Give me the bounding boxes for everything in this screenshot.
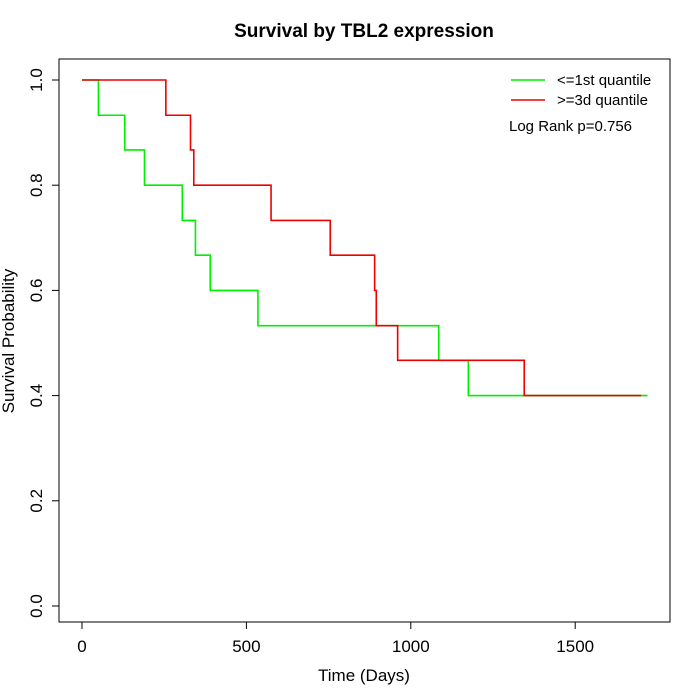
plot-frame bbox=[58, 58, 671, 623]
legend: <=1st quantile >=3d quantile bbox=[511, 72, 651, 109]
x-tick-label: 500 bbox=[232, 637, 260, 656]
y-axis: 0.0 0.2 0.4 0.6 0.8 1.0 bbox=[27, 68, 60, 618]
y-tick-label: 0.2 bbox=[27, 489, 46, 513]
legend-label: <=1st quantile bbox=[557, 72, 651, 89]
y-tick-label: 1.0 bbox=[27, 68, 46, 92]
x-tick-label: 1500 bbox=[556, 637, 594, 656]
y-axis-label: Survival Probability bbox=[0, 268, 18, 413]
y-tick-label: 0.0 bbox=[27, 594, 46, 618]
series-layer bbox=[82, 79, 648, 397]
x-tick-label: 0 bbox=[77, 637, 86, 656]
survival-curve-low-quantile bbox=[82, 79, 648, 397]
x-axis-label: Time (Days) bbox=[318, 666, 410, 685]
x-axis: 0 500 1000 1500 bbox=[77, 621, 594, 656]
y-tick-label: 0.4 bbox=[27, 384, 46, 408]
x-tick-label: 1000 bbox=[392, 637, 430, 656]
y-tick-label: 0.6 bbox=[27, 279, 46, 303]
legend-label: >=3d quantile bbox=[557, 92, 648, 109]
chart-title: Survival by TBL2 expression bbox=[234, 21, 494, 42]
log-rank-annotation: Log Rank p=0.756 bbox=[509, 118, 632, 135]
survival-curve-high-quantile bbox=[82, 79, 641, 397]
y-tick-label: 0.8 bbox=[27, 173, 46, 197]
